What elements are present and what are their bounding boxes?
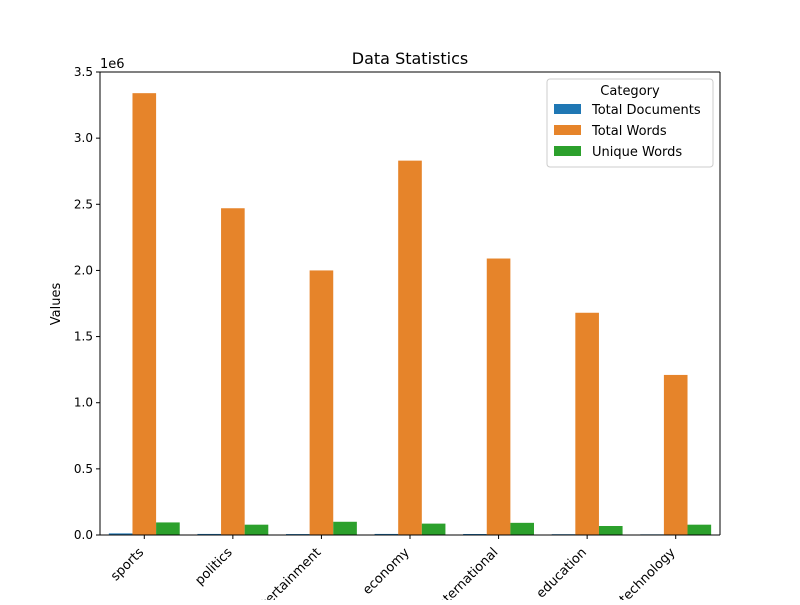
y-tick-label: 1.5 <box>74 330 93 344</box>
bar-unique-words-technology <box>687 524 712 535</box>
legend: Category Total Documents Total Words Uniqu… <box>546 78 714 168</box>
chart-title: Data Statistics <box>352 49 468 68</box>
legend-box <box>546 78 714 168</box>
bar-unique-words-entertainment <box>333 521 357 535</box>
legend-label: Total Documents <box>591 103 701 118</box>
legend-items: Total Documents Total Words Unique Words <box>554 103 701 160</box>
y-axis-label: Values <box>49 283 64 326</box>
bar-unique-words-politics <box>244 524 269 535</box>
bar-total-words-entertainment <box>309 270 334 535</box>
bar-total-words-international <box>486 258 511 535</box>
bar-total-documents-economy <box>374 533 399 535</box>
bar-total-words-politics <box>221 208 245 535</box>
y-tick-label: 3.0 <box>74 131 93 145</box>
y-tick-label: 1.0 <box>74 396 93 410</box>
legend-title: Category <box>600 84 660 99</box>
legend-label: Total Words <box>591 124 667 139</box>
bar-unique-words-sports <box>156 522 180 535</box>
y-tick-label: 2.0 <box>74 263 93 277</box>
bar-total-words-technology <box>663 374 688 535</box>
bar-total-words-sports <box>132 93 157 536</box>
y-tick-label: 2.5 <box>74 197 93 211</box>
bar-total-documents-sports <box>108 533 133 535</box>
y-tick-label: 0.0 <box>74 528 93 542</box>
bar-unique-words-international <box>510 522 534 535</box>
y-tick-label: 3.5 <box>74 65 93 79</box>
bar-unique-words-education <box>598 526 623 535</box>
legend-swatch-total-words <box>554 125 581 135</box>
legend-swatch-total-documents <box>554 104 581 114</box>
y-tick-label: 0.5 <box>74 462 93 476</box>
bar-unique-words-economy <box>421 523 446 535</box>
y-axis-offset-label: 1e6 <box>100 57 125 72</box>
legend-swatch-unique-words <box>554 146 581 156</box>
bar-total-documents-politics <box>197 533 222 535</box>
bar-total-words-economy <box>398 160 422 535</box>
bar-total-words-education <box>575 312 599 535</box>
legend-label: Unique Words <box>592 145 682 160</box>
